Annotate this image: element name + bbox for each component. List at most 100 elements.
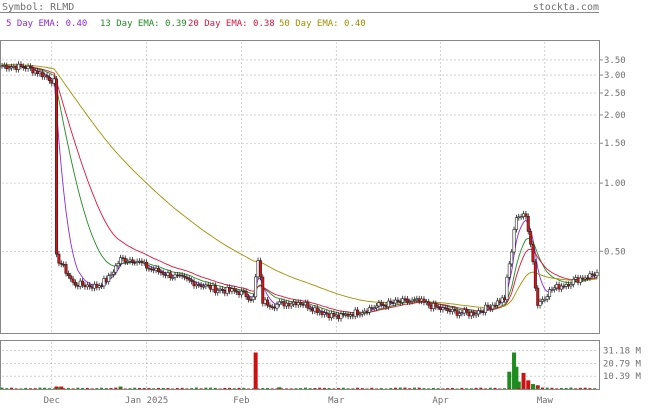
candle-body xyxy=(458,313,460,315)
volume-bar xyxy=(389,388,392,389)
candle-body xyxy=(537,288,539,305)
candle-body xyxy=(553,288,555,290)
volume-bar xyxy=(470,388,473,389)
candle-body xyxy=(58,254,60,263)
candle-body xyxy=(409,302,411,303)
volume-bar xyxy=(162,388,165,389)
volume-bar xyxy=(484,388,487,389)
volume-bar xyxy=(584,388,587,389)
candle-body xyxy=(473,312,475,315)
candle-body xyxy=(356,310,358,315)
volume-bar xyxy=(328,388,331,389)
volume-bar xyxy=(517,382,521,389)
candle-body xyxy=(6,65,8,68)
candle-body xyxy=(20,64,22,66)
candle-body xyxy=(240,291,242,295)
candle-body xyxy=(141,261,143,263)
volume-bar xyxy=(242,388,245,389)
volume-bar xyxy=(361,388,364,389)
candle-body xyxy=(198,284,200,285)
candle-body xyxy=(387,301,389,307)
candle-body xyxy=(565,284,567,286)
candle-body xyxy=(563,286,565,287)
candle-body xyxy=(122,258,124,259)
candle-body xyxy=(470,312,472,315)
candle-body xyxy=(129,260,131,262)
volume-bar xyxy=(526,380,530,389)
candle-body xyxy=(496,301,498,306)
volume-bar xyxy=(451,388,454,389)
volume-bar xyxy=(475,388,478,389)
candle-body xyxy=(515,218,517,230)
candle-body xyxy=(354,310,356,316)
candle-body xyxy=(558,285,560,290)
candle-body xyxy=(316,308,318,313)
candle-body xyxy=(394,300,396,303)
volume-bar xyxy=(503,388,506,389)
volume-bar xyxy=(266,388,269,389)
candle-body xyxy=(368,308,370,313)
candle-body xyxy=(100,286,102,287)
volume-bar xyxy=(489,388,492,389)
candle-body xyxy=(340,314,342,319)
candle-body xyxy=(145,262,147,268)
candle-body xyxy=(525,214,527,217)
volume-bar xyxy=(441,388,444,389)
volume-bar xyxy=(313,388,316,389)
volume-bar xyxy=(332,388,335,389)
candle-body xyxy=(183,276,185,277)
volume-bar xyxy=(223,388,226,389)
volume-bar xyxy=(517,388,520,389)
x-tick-label: Apr xyxy=(432,396,449,406)
candle-body xyxy=(148,268,150,269)
candle-body xyxy=(3,65,5,66)
candle-body xyxy=(86,285,88,287)
candle-body xyxy=(188,279,190,280)
candle-body xyxy=(266,300,268,305)
volume-bar xyxy=(219,388,222,389)
candle-body xyxy=(382,305,384,306)
candle-body xyxy=(25,68,27,69)
candle-body xyxy=(278,302,280,304)
volume-bar xyxy=(318,388,321,389)
volume-bar xyxy=(351,388,354,389)
volume-bar xyxy=(508,388,511,389)
volume-bar xyxy=(498,388,501,389)
candle-body xyxy=(150,269,152,270)
candle-body xyxy=(107,276,109,282)
candle-body xyxy=(41,72,43,77)
candle-body xyxy=(226,287,228,293)
volume-bar xyxy=(399,388,402,389)
candle-body xyxy=(264,300,266,303)
candle-body xyxy=(465,310,467,312)
y-tick-label: 2.50 xyxy=(604,89,626,99)
y-tick-label: 1.50 xyxy=(604,139,626,149)
volume-bar xyxy=(254,353,258,389)
candle-body xyxy=(162,273,164,275)
volume-bar xyxy=(337,388,340,389)
candle-body xyxy=(143,262,145,263)
candle-body xyxy=(89,285,91,287)
candle-body xyxy=(480,311,482,312)
candle-body xyxy=(39,72,41,74)
candle-body xyxy=(29,66,31,68)
volume-bar xyxy=(57,388,60,389)
candle-body xyxy=(427,302,429,305)
candle-body xyxy=(345,314,347,315)
volume-bar xyxy=(53,388,56,389)
candle-body xyxy=(195,284,197,285)
candle-body xyxy=(103,279,105,286)
volume-bar xyxy=(531,384,535,389)
candle-body xyxy=(245,291,247,296)
volume-bar xyxy=(34,388,37,389)
candle-body xyxy=(290,304,292,306)
candle-body xyxy=(91,287,93,289)
volume-bar xyxy=(555,388,558,389)
candle-body xyxy=(309,308,311,309)
candle-body xyxy=(330,313,332,317)
volume-bar xyxy=(1,388,4,389)
volume-bar xyxy=(569,388,572,389)
volume-bar xyxy=(309,388,312,389)
candle-body xyxy=(506,277,508,299)
